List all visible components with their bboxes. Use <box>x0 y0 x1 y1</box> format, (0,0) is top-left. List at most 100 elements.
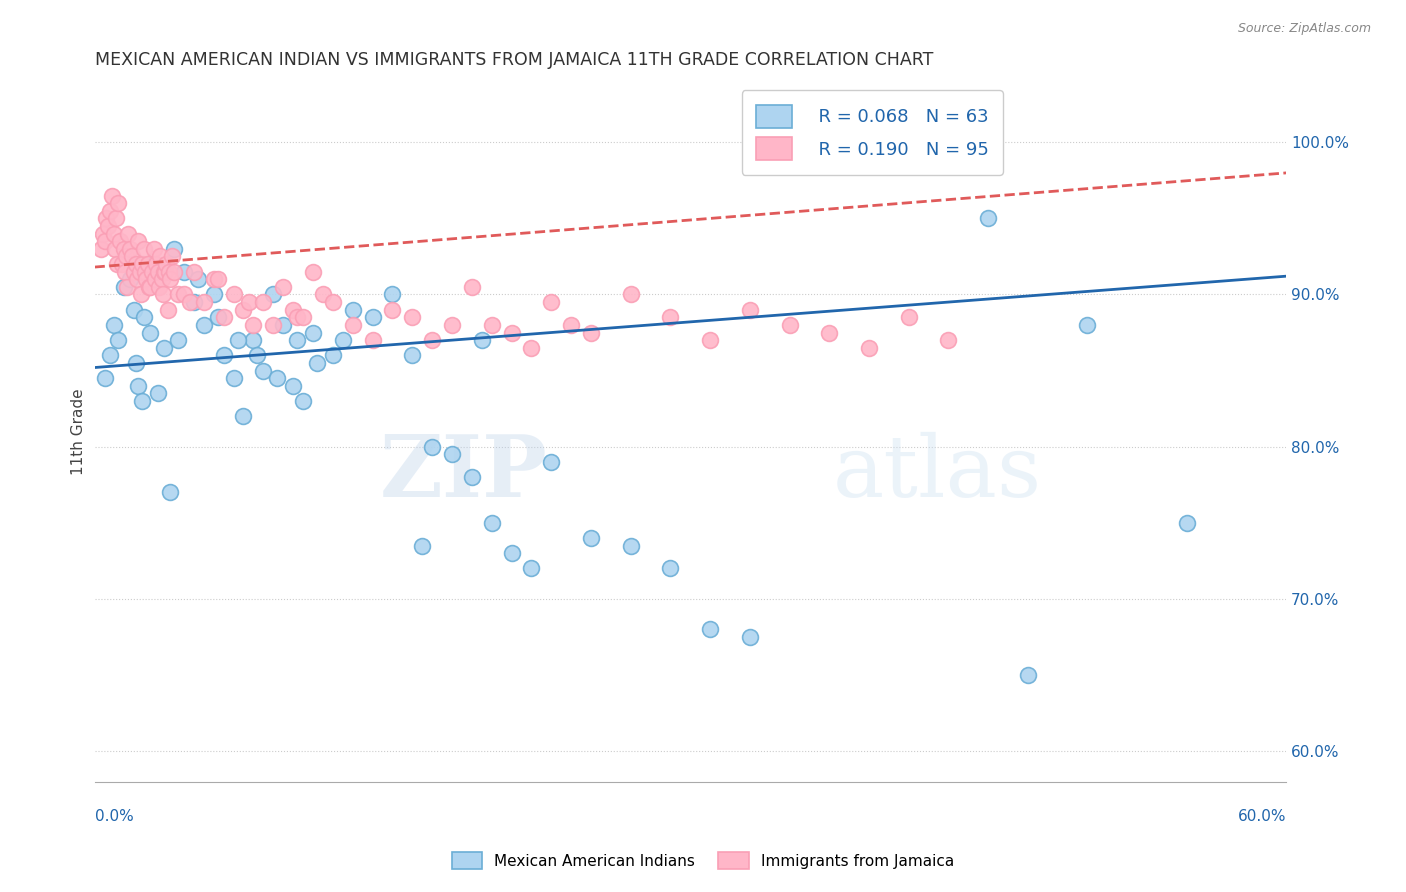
Point <box>100 203 122 218</box>
Point <box>699 623 721 637</box>
Point <box>540 295 562 310</box>
Point <box>127 234 149 248</box>
Point <box>134 265 156 279</box>
Point <box>146 265 169 279</box>
Point <box>183 265 205 279</box>
Point <box>620 287 643 301</box>
Point <box>163 242 186 256</box>
Point <box>222 371 245 385</box>
Point <box>501 326 523 340</box>
Point <box>152 287 174 301</box>
Point <box>1175 516 1198 530</box>
Point <box>411 539 433 553</box>
Point <box>138 280 160 294</box>
Point <box>271 280 294 294</box>
Point <box>127 379 149 393</box>
Point <box>302 326 325 340</box>
Point <box>115 249 138 263</box>
Point <box>292 394 315 409</box>
Point <box>361 310 384 325</box>
Point <box>193 318 215 332</box>
Point <box>440 447 463 461</box>
Point <box>96 211 118 226</box>
Point <box>146 386 169 401</box>
Point <box>579 326 602 340</box>
Point <box>322 348 344 362</box>
Point <box>155 257 177 271</box>
Point <box>281 379 304 393</box>
Point <box>103 227 125 241</box>
Point <box>117 227 139 241</box>
Text: ZIP: ZIP <box>380 432 547 516</box>
Point <box>121 249 143 263</box>
Point <box>262 287 284 301</box>
Point <box>163 265 186 279</box>
Point <box>246 348 269 362</box>
Point <box>129 287 152 301</box>
Point <box>160 249 183 263</box>
Point <box>699 333 721 347</box>
Point <box>212 310 235 325</box>
Point <box>281 302 304 317</box>
Point <box>207 310 229 325</box>
Point <box>1017 668 1039 682</box>
Point <box>501 546 523 560</box>
Point <box>361 333 384 347</box>
Point <box>332 333 354 347</box>
Point <box>579 531 602 545</box>
Point <box>117 280 139 294</box>
Point <box>141 265 163 279</box>
Point <box>818 326 841 340</box>
Point <box>738 630 761 644</box>
Point <box>139 280 162 294</box>
Point <box>242 333 264 347</box>
Point <box>471 333 494 347</box>
Point <box>167 287 190 301</box>
Point <box>232 409 254 424</box>
Point <box>134 310 156 325</box>
Point <box>266 371 288 385</box>
Point <box>148 280 170 294</box>
Point <box>110 234 132 248</box>
Point <box>134 242 156 256</box>
Point <box>107 257 129 271</box>
Point <box>135 272 157 286</box>
Point <box>222 287 245 301</box>
Point <box>125 257 148 271</box>
Point <box>120 242 142 256</box>
Point <box>127 272 149 286</box>
Point <box>659 310 682 325</box>
Point <box>420 333 443 347</box>
Point <box>252 363 274 377</box>
Point <box>143 257 166 271</box>
Point <box>100 348 122 362</box>
Point <box>111 257 134 271</box>
Point <box>232 302 254 317</box>
Point <box>125 356 148 370</box>
Point <box>302 265 325 279</box>
Point <box>202 287 225 301</box>
Point <box>520 341 543 355</box>
Point <box>124 302 146 317</box>
Point <box>520 561 543 575</box>
Point <box>173 265 195 279</box>
Point <box>143 242 166 256</box>
Point <box>560 318 582 332</box>
Point <box>131 394 153 409</box>
Point <box>91 227 114 241</box>
Point <box>401 348 423 362</box>
Point <box>238 295 260 310</box>
Point <box>312 287 335 301</box>
Point <box>187 272 209 286</box>
Point <box>114 265 136 279</box>
Point <box>401 310 423 325</box>
Point <box>136 257 159 271</box>
Point <box>153 265 176 279</box>
Point <box>179 295 201 310</box>
Point <box>143 272 166 286</box>
Point <box>461 470 484 484</box>
Point <box>738 302 761 317</box>
Point <box>157 302 180 317</box>
Point <box>938 333 960 347</box>
Text: 0.0%: 0.0% <box>94 809 134 824</box>
